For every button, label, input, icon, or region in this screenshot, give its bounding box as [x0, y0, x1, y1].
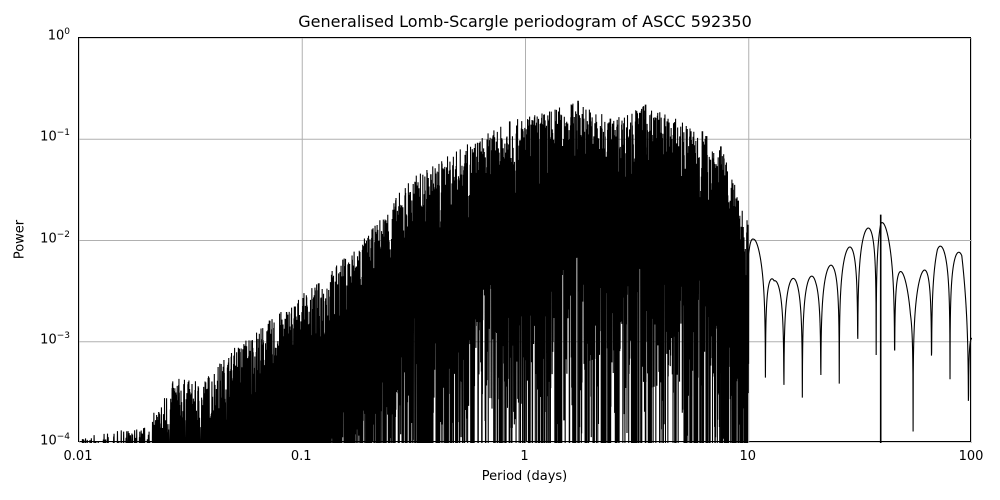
x-tick-label: 100 [958, 449, 984, 464]
y-tick-label: 100 [47, 27, 70, 44]
x-tick-label: 0.01 [63, 449, 93, 464]
chart-title: Generalised Lomb-Scargle periodogram of … [298, 12, 752, 31]
x-tick-label: 10 [739, 449, 757, 464]
y-tick-label: 10−4 [40, 432, 70, 449]
x-tick-label: 0.1 [290, 449, 312, 464]
x-axis-label: Period (days) [481, 469, 568, 484]
plot-area [78, 37, 972, 443]
y-tick-label: 10−1 [40, 128, 70, 145]
y-tick-label: 10−2 [40, 229, 70, 246]
periodogram-line [81, 102, 972, 443]
y-axis-label: Power [12, 219, 28, 260]
x-tick-label: 1 [520, 449, 529, 464]
periodogram-plot [79, 38, 972, 443]
y-tick-label: 10−3 [40, 330, 70, 348]
